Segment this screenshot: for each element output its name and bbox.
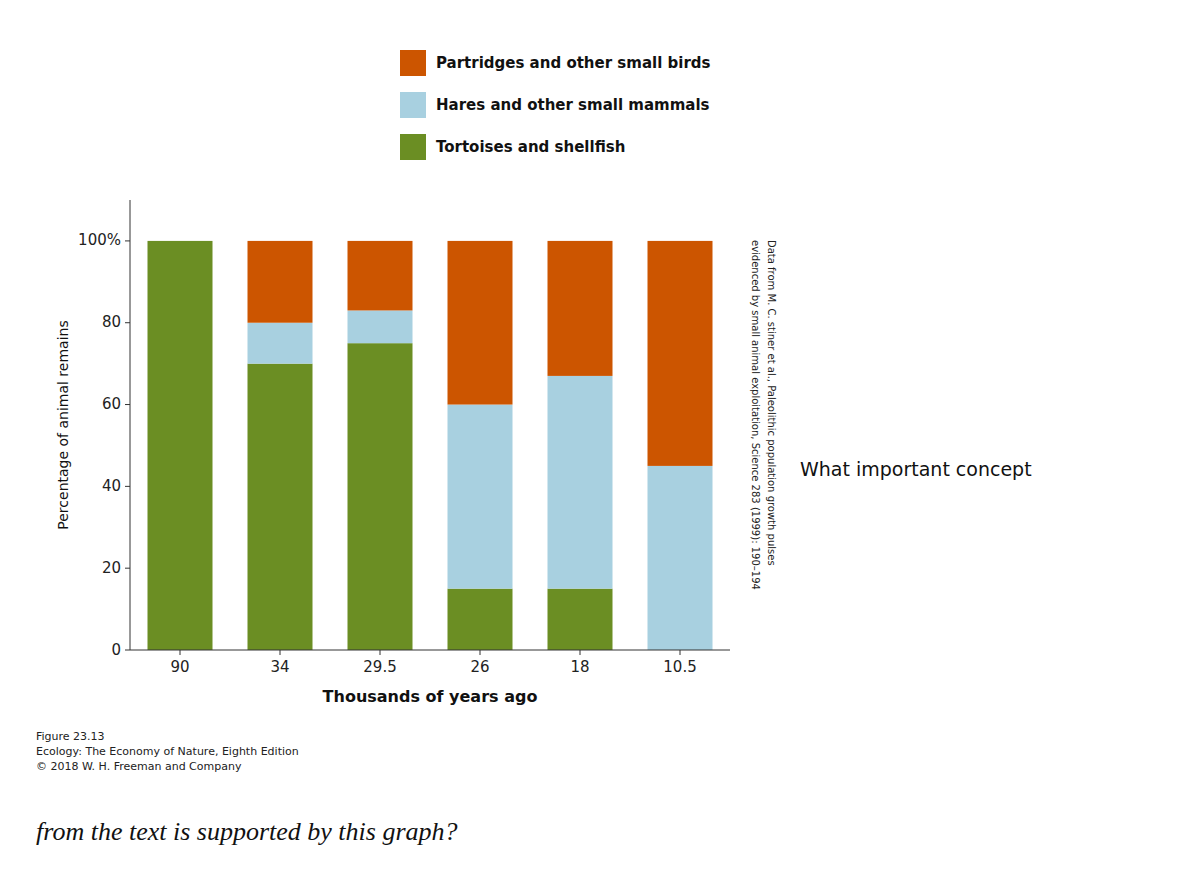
x-tick [580, 650, 581, 655]
x-tick-label: 10.5 [663, 658, 696, 676]
chart: 0 20 40 60 80 100% 90 34 29.5 26 18 10.5 Thousands o… [0, 0, 1200, 888]
bar-segment [148, 241, 213, 650]
bar-segment [648, 241, 713, 466]
bar-segment [448, 589, 513, 650]
x-tick-label: 90 [170, 658, 189, 676]
y-tick [125, 404, 130, 405]
caption-line: © 2018 W. H. Freeman and Company [36, 760, 242, 773]
x-axis-label: Thousands of years ago [323, 687, 538, 706]
y-tick [125, 568, 130, 569]
legend-swatch [400, 50, 426, 76]
y-tick [125, 240, 130, 241]
bar-segment [248, 364, 313, 650]
source-note: Data from M. C. stiner et al., Paleolith… [766, 240, 777, 566]
x-tick-label: 18 [570, 658, 589, 676]
y-tick-label: 80 [102, 313, 121, 331]
y-axis-label: Percentage of animal remains [55, 320, 71, 529]
legend-label: Partridges and other small birds [436, 54, 711, 72]
y-axis-line [130, 200, 131, 650]
caption-line: Figure 23.13 [36, 730, 105, 743]
figure-caption: Figure 23.13 Ecology: The Economy of Natu… [36, 730, 299, 773]
legend-label: Tortoises and shellfish [436, 138, 625, 156]
bar-segment [348, 343, 413, 650]
y-tick-label: 100% [78, 231, 121, 249]
bar-segment [548, 241, 613, 376]
legend: Partridges and other small birds Hares an… [400, 50, 711, 160]
x-tick [180, 650, 181, 655]
x-tick-label: 34 [270, 658, 289, 676]
bar-segment [348, 241, 413, 311]
bar-segment [148, 240, 213, 241]
y-tick [125, 322, 130, 323]
x-tick [380, 650, 381, 655]
side-question: What important concept [800, 458, 1032, 480]
bar-segment [448, 241, 513, 405]
bar-segment [448, 405, 513, 589]
y-tick [125, 486, 130, 487]
x-tick [280, 650, 281, 655]
caption-line: Ecology: The Economy of Nature, Eighth E… [36, 745, 299, 758]
bars [148, 241, 713, 650]
y-tick-label: 0 [111, 641, 121, 659]
y-tick-label: 20 [102, 559, 121, 577]
bar-segment [148, 240, 213, 241]
y-tick-label: 40 [102, 477, 121, 495]
x-tick [680, 650, 681, 655]
question-text: from the text is supported by this graph… [36, 817, 458, 846]
bar-segment [248, 323, 313, 364]
bar-segment [648, 466, 713, 650]
x-tick [480, 650, 481, 655]
legend-swatch [400, 134, 426, 160]
legend-label: Hares and other small mammals [436, 96, 710, 114]
x-tick-label: 29.5 [363, 658, 396, 676]
x-axis-line [130, 650, 730, 651]
y-tick-label: 60 [102, 395, 121, 413]
y-tick [125, 650, 130, 651]
bar-segment [248, 241, 313, 323]
bar-segment [548, 589, 613, 650]
bar-segment [548, 376, 613, 589]
bar-segment [348, 310, 413, 343]
source-note: evidenced by small animal exploitation, … [750, 240, 761, 590]
legend-swatch [400, 92, 426, 118]
x-tick-label: 26 [470, 658, 489, 676]
